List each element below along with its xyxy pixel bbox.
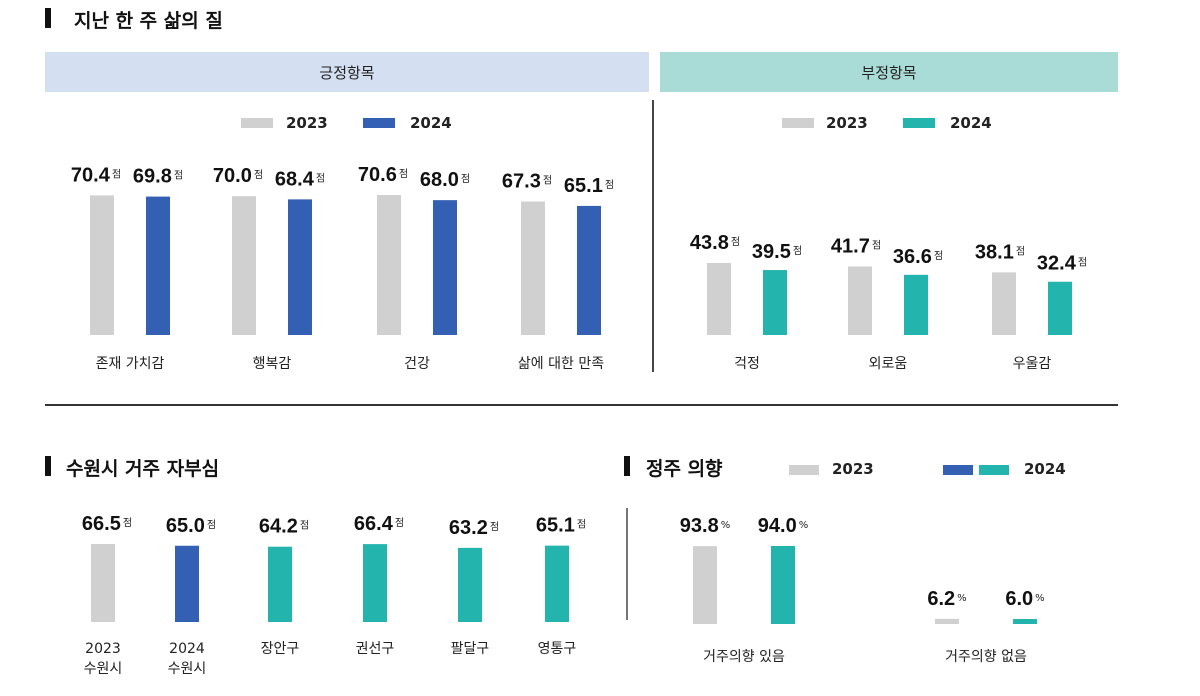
bar-2023-걱정 bbox=[707, 263, 731, 335]
legend-swatch-2023 bbox=[782, 118, 814, 128]
category-label-거주의향-있음: 거주의향 있음 bbox=[703, 649, 785, 665]
bar-2024-행복감 bbox=[288, 199, 312, 335]
section-title-quality-of-life: 지난 한 주 삶의 질 bbox=[74, 10, 223, 32]
value-label-2024-수원시: 65.0 점 bbox=[166, 515, 216, 537]
category-label-영통구: 영통구 bbox=[538, 641, 577, 657]
legend-label-2024: 2024 bbox=[950, 114, 992, 132]
legend-label-2023: 2023 bbox=[826, 114, 868, 132]
value-label-2023-거주의향-없음: 6.2% bbox=[927, 588, 966, 610]
bar-2023-거주의향-없음 bbox=[935, 618, 959, 624]
bar-2024-외로움 bbox=[904, 274, 928, 335]
bar-2023-거주의향-있음 bbox=[693, 546, 717, 624]
value-label-2024-건강: 68.0 점 bbox=[420, 169, 470, 191]
category-label-우울감: 우울감 bbox=[1013, 356, 1052, 372]
bar-2023-외로움 bbox=[848, 266, 872, 335]
value-label-영통구: 65.1 점 bbox=[536, 515, 586, 537]
bar-2024-존재-가치감 bbox=[146, 196, 170, 335]
category-label-걱정: 걱정 bbox=[734, 356, 760, 372]
category-label-행복감: 행복감 bbox=[253, 356, 292, 372]
category-label-거주의향-없음: 거주의향 없음 bbox=[945, 649, 1027, 665]
category-label-건강: 건강 bbox=[404, 356, 430, 372]
category-label-2023-수원시: 2023 bbox=[85, 641, 121, 657]
category-label-장안구: 장안구 bbox=[261, 641, 300, 657]
positive-items-header: 긍정항목 bbox=[45, 52, 649, 92]
value-label-장안구: 64.2 점 bbox=[259, 516, 309, 538]
value-label-팔달구: 63.2 점 bbox=[449, 517, 499, 539]
category-label-2024-수원시: 수원시 bbox=[168, 661, 207, 677]
bar-2023-수원시 bbox=[91, 544, 115, 622]
value-label-권선구: 66.4 점 bbox=[354, 513, 404, 535]
bar-2023-행복감 bbox=[232, 196, 256, 335]
section-title-marker bbox=[45, 456, 51, 476]
legend-label-2024: 2024 bbox=[1024, 460, 1066, 478]
value-label-2023-거주의향-있음: 93.8% bbox=[680, 515, 730, 537]
legend-swatch-2023 bbox=[789, 465, 819, 475]
legend-label-2024: 2024 bbox=[410, 114, 452, 132]
legend-swatch-2024-blue bbox=[943, 465, 973, 475]
value-label-2024-외로움: 36.6 점 bbox=[893, 246, 943, 268]
legend-label-2023: 2023 bbox=[286, 114, 328, 132]
value-label-2023-수원시: 66.5 점 bbox=[82, 513, 132, 535]
bar-2024-건강 bbox=[433, 200, 457, 335]
value-label-2024-걱정: 39.5 점 bbox=[752, 241, 802, 263]
bar-팔달구 bbox=[458, 547, 482, 622]
bar-2023-우울감 bbox=[992, 272, 1016, 335]
horizontal-divider bbox=[45, 404, 1118, 406]
category-label-삶에-대한-만족: 삶에 대한 만족 bbox=[518, 356, 604, 372]
legend-swatch-2023 bbox=[241, 118, 273, 128]
section-title-pride: 수원시 거주 자부심 bbox=[66, 458, 220, 480]
value-label-2023-걱정: 43.8 점 bbox=[690, 232, 740, 254]
category-label-권선구: 권선구 bbox=[356, 641, 395, 657]
bar-2023-존재-가치감 bbox=[90, 195, 114, 335]
vertical-divider-top bbox=[652, 100, 654, 372]
value-label-2023-존재-가치감: 70.4 점 bbox=[71, 164, 121, 186]
vertical-divider-bottom bbox=[626, 508, 628, 620]
category-label-외로움: 외로움 bbox=[869, 356, 908, 372]
section-title-marker bbox=[624, 456, 630, 476]
bar-2024-거주의향-없음 bbox=[1013, 619, 1037, 624]
legend-label-2023: 2023 bbox=[832, 460, 874, 478]
value-label-2024-존재-가치감: 69.8 점 bbox=[133, 166, 183, 188]
bar-2024-수원시 bbox=[175, 545, 199, 622]
legend-swatch-2024 bbox=[903, 118, 935, 128]
bar-2024-걱정 bbox=[763, 270, 787, 335]
value-label-2024-삶에-대한-만족: 65.1 점 bbox=[564, 175, 614, 197]
category-label-2024-수원시: 2024 bbox=[169, 641, 205, 657]
category-label-팔달구: 팔달구 bbox=[451, 641, 490, 657]
bar-2023-삶에-대한-만족 bbox=[521, 201, 545, 335]
section-title-residence-intention: 정주 의향 bbox=[646, 458, 723, 480]
value-label-2023-건강: 70.6 점 bbox=[358, 164, 408, 186]
bar-2023-건강 bbox=[377, 195, 401, 335]
bar-장안구 bbox=[268, 546, 292, 622]
value-label-2023-삶에-대한-만족: 67.3 점 bbox=[502, 171, 552, 193]
legend-swatch-2024 bbox=[363, 118, 395, 128]
negative-items-header: 부정항목 bbox=[660, 52, 1118, 92]
value-label-2023-행복감: 70.0 점 bbox=[213, 165, 263, 187]
bar-권선구 bbox=[363, 544, 387, 622]
value-label-2024-우울감: 32.4 점 bbox=[1037, 253, 1087, 275]
bar-영통구 bbox=[545, 545, 569, 622]
value-label-2024-행복감: 68.4 점 bbox=[275, 168, 325, 190]
category-label-2023-수원시: 수원시 bbox=[84, 661, 123, 677]
value-label-2024-거주의향-없음: 6.0% bbox=[1005, 588, 1044, 610]
category-label-존재-가치감: 존재 가치감 bbox=[96, 356, 165, 372]
value-label-2023-외로움: 41.7 점 bbox=[831, 235, 881, 257]
bar-2024-삶에-대한-만족 bbox=[577, 205, 601, 335]
section-title-marker bbox=[45, 8, 51, 28]
value-label-2024-거주의향-있음: 94.0% bbox=[758, 515, 808, 537]
bar-2024-우울감 bbox=[1048, 281, 1072, 335]
legend-swatch-2024-teal bbox=[979, 465, 1009, 475]
bar-2024-거주의향-있음 bbox=[771, 546, 795, 624]
value-label-2023-우울감: 38.1 점 bbox=[975, 241, 1025, 263]
